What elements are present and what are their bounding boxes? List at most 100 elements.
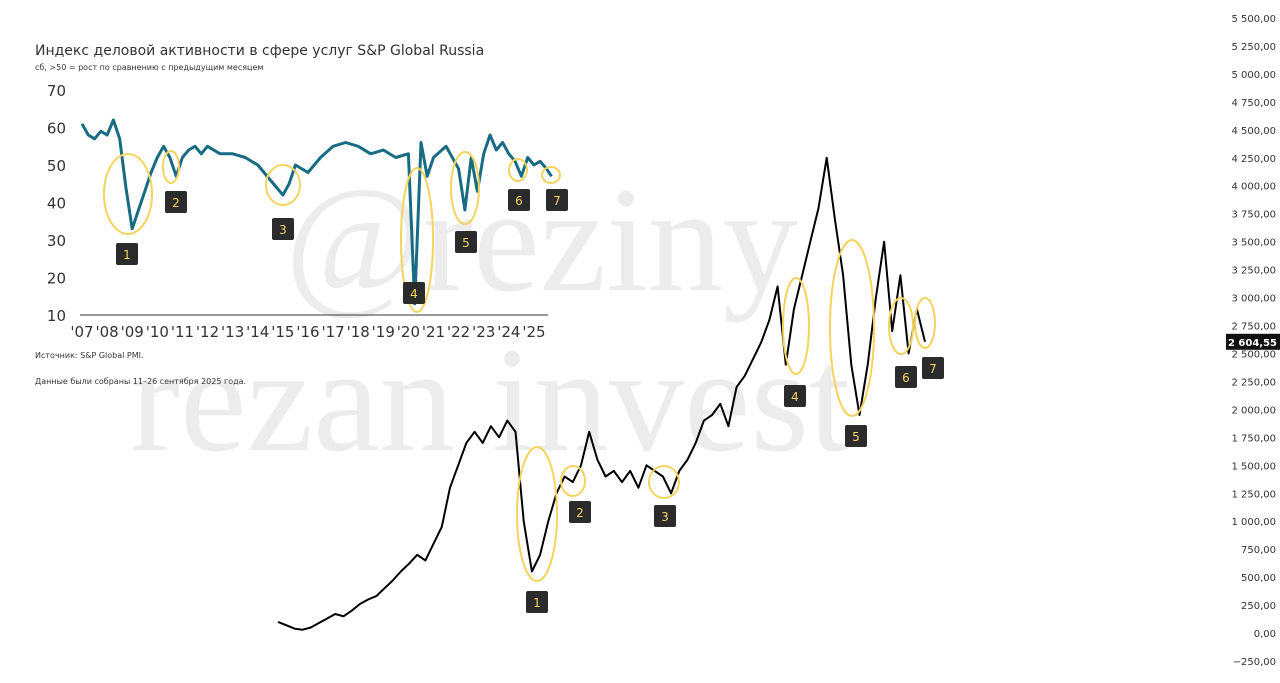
highlight-ellipse (103, 153, 153, 235)
source: Источник: S&P Global PMI. (35, 351, 144, 360)
annotation-box (922, 357, 944, 379)
annotation-box (654, 505, 676, 527)
x-tick-label: '25 (522, 323, 545, 341)
annotation-label: 4 (791, 390, 799, 404)
annotation-label: 3 (661, 510, 669, 524)
annotation-box (272, 218, 294, 240)
x-tick-label: '23 (472, 323, 495, 341)
x-tick-label: '13 (221, 323, 244, 341)
y-tick-label: 10 (47, 307, 66, 325)
watermark: rezan invest (130, 317, 850, 483)
highlight-ellipse (265, 164, 301, 206)
annotation-box (526, 591, 548, 613)
watermark: @reziny (285, 157, 798, 323)
last-price-box (1226, 333, 1280, 350)
series-line (80, 118, 553, 306)
annotation-box (403, 282, 425, 304)
highlight-ellipse (516, 446, 558, 582)
highlight-ellipse (888, 297, 914, 355)
y-tick-label: 30 (47, 232, 66, 250)
y-tick-label: 2 500,00 (1231, 349, 1276, 360)
highlight-ellipse (541, 166, 561, 184)
y-tick-label: 50 (47, 157, 66, 175)
last-price-label: 2 604,55 (1228, 338, 1277, 349)
highlight-ellipse (829, 239, 875, 417)
y-tick-label: 3 750,00 (1231, 210, 1276, 221)
y-tick-label: 750,00 (1241, 545, 1276, 556)
y-tick-label: 1 250,00 (1231, 489, 1276, 500)
y-tick-label: 3 250,00 (1231, 266, 1276, 277)
annotation-box (895, 366, 917, 388)
note: Данные были собраны 11–26 сентября 2025 … (35, 377, 246, 386)
y-tick-label: 70 (47, 82, 66, 100)
y-tick-label: 5 500,00 (1231, 14, 1276, 25)
annotation-label: 5 (462, 236, 470, 250)
x-tick-label: '22 (447, 323, 470, 341)
y-tick-label: 1 000,00 (1231, 517, 1276, 528)
annotation-box (165, 191, 187, 213)
x-tick-label: '21 (422, 323, 445, 341)
x-tick-label: '09 (121, 323, 144, 341)
annotation-label: 3 (279, 223, 287, 237)
highlight-ellipse (648, 465, 680, 499)
annotation-box (845, 425, 867, 447)
annotation-label: 4 (410, 287, 418, 301)
x-tick-label: '16 (296, 323, 319, 341)
x-tick-label: '20 (397, 323, 420, 341)
annotation-label: 6 (515, 194, 523, 208)
highlight-ellipse (914, 297, 936, 349)
y-tick-label: 1 500,00 (1231, 461, 1276, 472)
y-tick-label: 2 000,00 (1231, 405, 1276, 416)
y-tick-label: 2 250,00 (1231, 377, 1276, 388)
y-tick-label: 5 250,00 (1231, 42, 1276, 53)
inset-subtitle: сб, >50 = рост по сравнению с предыдущим… (35, 63, 263, 72)
y-tick-label: 4 750,00 (1231, 98, 1276, 109)
highlight-ellipse (400, 167, 434, 313)
y-tick-label: 1 750,00 (1231, 433, 1276, 444)
x-tick-label: '07 (70, 323, 93, 341)
y-tick-label: 4 500,00 (1231, 126, 1276, 137)
y-tick-label: 4 000,00 (1231, 182, 1276, 193)
y-tick-label: 2 750,00 (1231, 322, 1276, 333)
x-tick-label: '10 (146, 323, 169, 341)
highlight-ellipse (560, 465, 586, 497)
y-tick-label: 60 (47, 120, 66, 138)
y-tick-label: 4 250,00 (1231, 154, 1276, 165)
annotation-label: 5 (852, 430, 860, 444)
inset-title: Индекс деловой активности в сфере услуг … (35, 43, 484, 59)
x-tick-label: '18 (347, 323, 370, 341)
highlight-ellipse (450, 151, 480, 225)
highlight-ellipse (782, 277, 810, 375)
annotation-box (455, 231, 477, 253)
annotation-label: 2 (576, 506, 584, 520)
x-tick-label: '14 (246, 323, 269, 341)
annotation-box (116, 243, 138, 265)
y-tick-label: 40 (47, 195, 66, 213)
y-tick-label: 3 500,00 (1231, 238, 1276, 249)
annotation-label: 6 (902, 371, 910, 385)
annotation-box (784, 385, 806, 407)
x-tick-label: '11 (171, 323, 194, 341)
series-line (277, 156, 926, 631)
y-tick-label: −250,00 (1233, 657, 1276, 668)
y-tick-label: 500,00 (1241, 573, 1276, 584)
y-tick-label: 5 000,00 (1231, 70, 1276, 81)
x-tick-label: '17 (321, 323, 344, 341)
highlight-ellipse (508, 158, 528, 182)
annotation-label: 1 (533, 596, 541, 610)
annotation-label: 7 (929, 362, 937, 376)
y-tick-label: 3 000,00 (1231, 294, 1276, 305)
annotation-box (546, 189, 568, 211)
x-tick-label: '12 (196, 323, 219, 341)
annotation-label: 7 (553, 194, 561, 208)
annotation-box (508, 189, 530, 211)
y-tick-label: 20 (47, 270, 66, 288)
x-tick-label: '24 (497, 323, 520, 341)
annotation-box (569, 501, 591, 523)
x-tick-label: '19 (372, 323, 395, 341)
y-tick-label: 250,00 (1241, 601, 1276, 612)
x-tick-label: '15 (271, 323, 294, 341)
x-tick-label: '08 (96, 323, 119, 341)
annotation-label: 1 (123, 248, 131, 262)
